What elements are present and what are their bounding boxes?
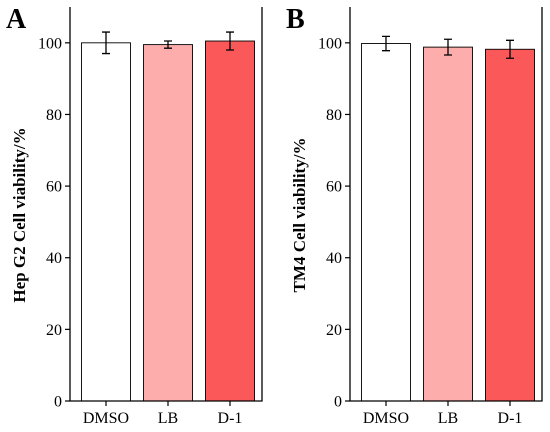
error-bar	[164, 40, 172, 49]
bar	[361, 43, 411, 402]
bar	[81, 42, 131, 402]
category-label: D-1	[498, 410, 523, 427]
y-tick-label: 80	[326, 107, 342, 124]
bars	[81, 31, 255, 402]
error-bar	[506, 39, 514, 59]
panel-letter: A	[6, 4, 27, 35]
y-tick-label: 20	[46, 322, 62, 339]
category-label: DMSO	[83, 410, 129, 427]
bar	[143, 44, 193, 402]
bars	[361, 35, 535, 402]
y-tick-label: 20	[326, 322, 342, 339]
y-tick-label: 0	[334, 394, 342, 411]
y-axis-label: TM4 Cell viability/%	[290, 138, 309, 293]
category-label: LB	[158, 410, 178, 427]
y-ticks: 0 20 40 60 80 100	[318, 35, 350, 411]
y-tick-label: 0	[54, 394, 62, 411]
plot-frame	[349, 7, 543, 402]
category-labels: DMSO LB D-1	[363, 401, 523, 427]
plot-frame	[69, 7, 263, 402]
error-bar	[444, 38, 452, 56]
bar	[205, 40, 255, 402]
error-bar	[382, 35, 390, 52]
y-tick-label: 60	[326, 179, 342, 196]
error-bar	[102, 31, 110, 55]
y-ticks: 0 20 40 60 80 100	[38, 35, 70, 411]
y-tick-label: 100	[38, 35, 62, 52]
category-label: LB	[438, 410, 458, 427]
panel-b: B TM4 Cell viability/% 0 20 40 60 80 100 DMSO…	[286, 4, 543, 427]
y-tick-label: 60	[46, 179, 62, 196]
category-label: D-1	[218, 410, 243, 427]
y-axis-label: Hep G2 Cell viability/%	[10, 127, 29, 302]
category-labels: DMSO LB D-1	[83, 401, 243, 427]
panel-a: A Hep G2 Cell viability/% 0 20 40 60 80 100 D…	[6, 4, 263, 427]
category-label: DMSO	[363, 410, 409, 427]
panel-letter: B	[286, 4, 305, 35]
y-tick-label: 100	[318, 35, 342, 52]
y-tick-label: 40	[46, 250, 62, 267]
y-tick-label: 40	[326, 250, 342, 267]
bar	[423, 46, 473, 402]
error-bar	[226, 31, 234, 51]
bar	[485, 48, 535, 402]
y-tick-label: 80	[46, 107, 62, 124]
